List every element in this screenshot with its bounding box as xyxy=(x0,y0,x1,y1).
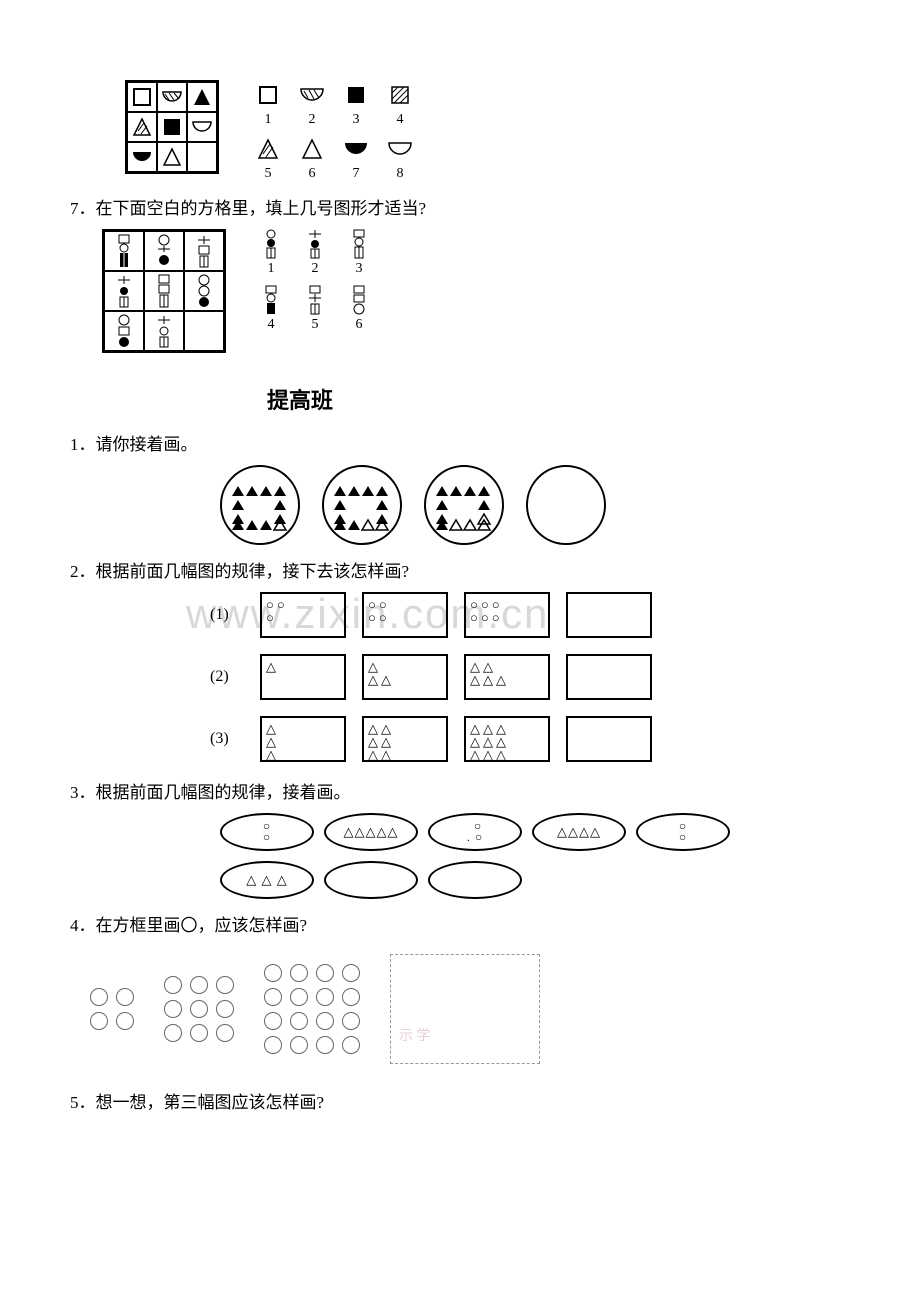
p2-box xyxy=(566,592,652,638)
grid-cell xyxy=(127,112,157,142)
grid-cell xyxy=(104,231,144,271)
option-5: 5 xyxy=(251,134,285,182)
option-8: 8 xyxy=(383,134,417,182)
p2-row-label: (2) xyxy=(210,668,240,686)
p2-box: △ xyxy=(260,654,346,700)
top-figure: 1 2 3 4 5 6 7 8 xyxy=(125,80,850,182)
p1-text: 1．请你接着画。 xyxy=(70,430,850,455)
p2-box: △△△△△△△△△ xyxy=(464,716,550,762)
p4-group-2 xyxy=(164,976,234,1042)
q7-options-row-2: 4 5 6 xyxy=(254,285,376,333)
grid-cell xyxy=(144,271,184,311)
grid-cell xyxy=(127,82,157,112)
option-4: 4 xyxy=(383,80,417,128)
p1-circle-3 xyxy=(424,465,504,545)
option-6: 6 xyxy=(295,134,329,182)
p1-figure xyxy=(220,465,850,545)
p3-oval: ○○ xyxy=(636,813,730,851)
p4-text: 4．在方框里画〇，应该怎样画? xyxy=(70,911,850,936)
q7-options-row-1: 1 2 3 xyxy=(254,229,376,277)
p4-group-3 xyxy=(264,964,360,1054)
faint-artifact-text: 示 学 xyxy=(399,1025,431,1045)
option-3: 3 xyxy=(339,80,373,128)
p2-box: ○○○○ xyxy=(362,592,448,638)
q7-option-6: 6 xyxy=(342,285,376,333)
p2-box: ○○○○○○ xyxy=(464,592,550,638)
grid-cell xyxy=(184,231,224,271)
grid-cell xyxy=(127,142,157,172)
grid-cell xyxy=(187,82,217,112)
option-2: 2 xyxy=(295,80,329,128)
option-7: 7 xyxy=(339,134,373,182)
p1-circle-1 xyxy=(220,465,300,545)
p3-oval: ○○ xyxy=(220,813,314,851)
p4-figure: 示 学 xyxy=(90,954,850,1064)
p3-oval-empty xyxy=(324,861,418,899)
p2-box: △△△△△△ xyxy=(362,716,448,762)
p2-row-label: (1) xyxy=(210,606,240,624)
p2-box: △△△ xyxy=(362,654,448,700)
grid-cell xyxy=(184,271,224,311)
grid-cell xyxy=(157,112,187,142)
p2-box: △△△ xyxy=(260,716,346,762)
grid-cell xyxy=(157,82,187,112)
p2-box xyxy=(566,654,652,700)
option-1: 1 xyxy=(251,80,285,128)
q7-figure: 1 2 3 4 5 6 xyxy=(102,229,850,353)
grid-cell-blank xyxy=(187,142,217,172)
p3-oval: ○. ○ xyxy=(428,813,522,851)
p2-box: ○○○ xyxy=(260,592,346,638)
grid-cell xyxy=(104,271,144,311)
q7-option-1: 1 xyxy=(254,229,288,277)
p2-row: (1)○○○○○○○○○○○○○ xyxy=(210,592,850,638)
grid-cell xyxy=(157,142,187,172)
p4-answer-box: 示 学 xyxy=(390,954,540,1064)
grid-cell xyxy=(187,112,217,142)
p1-circle-4-empty xyxy=(526,465,606,545)
question-7-text: 7．在下面空白的方格里，填上几号图形才适当? xyxy=(70,194,850,219)
q7-grid xyxy=(102,229,226,353)
p2-row: (2)△△△△△△△△△ xyxy=(210,654,850,700)
top-options-row-1: 1 2 3 4 xyxy=(251,80,417,128)
grid-cell xyxy=(144,231,184,271)
p3-figure: ○○ △△△△△ ○. ○ △△△△ ○○ △ △ △ xyxy=(220,813,850,899)
p3-oval: △△△△△ xyxy=(324,813,418,851)
p1-circle-2 xyxy=(322,465,402,545)
q7-option-4: 4 xyxy=(254,285,288,333)
top-options-row-2: 5 6 7 8 xyxy=(251,134,417,182)
p2-text: 2．根据前面几幅图的规律，接下去该怎样画? xyxy=(70,557,850,582)
q7-option-3: 3 xyxy=(342,229,376,277)
p2-row-label: (3) xyxy=(210,730,240,748)
p4-group-1 xyxy=(90,988,134,1030)
p3-oval: △ △ △ xyxy=(220,861,314,899)
q7-option-2: 2 xyxy=(298,229,332,277)
p2-box xyxy=(566,716,652,762)
grid-cell xyxy=(104,311,144,351)
p2-row: (3)△△△△△△△△△△△△△△△△△△ xyxy=(210,716,850,762)
q7-option-5: 5 xyxy=(298,285,332,333)
p2-box: △△△△△ xyxy=(464,654,550,700)
grid-cell-blank xyxy=(184,311,224,351)
p2-figure: (1)○○○○○○○○○○○○○(2)△△△△△△△△△(3)△△△△△△△△△… xyxy=(210,592,850,762)
p3-text: 3．根据前面几幅图的规律，接着画。 xyxy=(70,778,850,803)
top-grid-3x3 xyxy=(125,80,219,174)
p5-text: 5．想一想，第三幅图应该怎样画? xyxy=(70,1088,850,1113)
section-title: 提高班 xyxy=(250,383,350,415)
p3-oval-empty xyxy=(428,861,522,899)
p3-oval: △△△△ xyxy=(532,813,626,851)
grid-cell xyxy=(144,311,184,351)
